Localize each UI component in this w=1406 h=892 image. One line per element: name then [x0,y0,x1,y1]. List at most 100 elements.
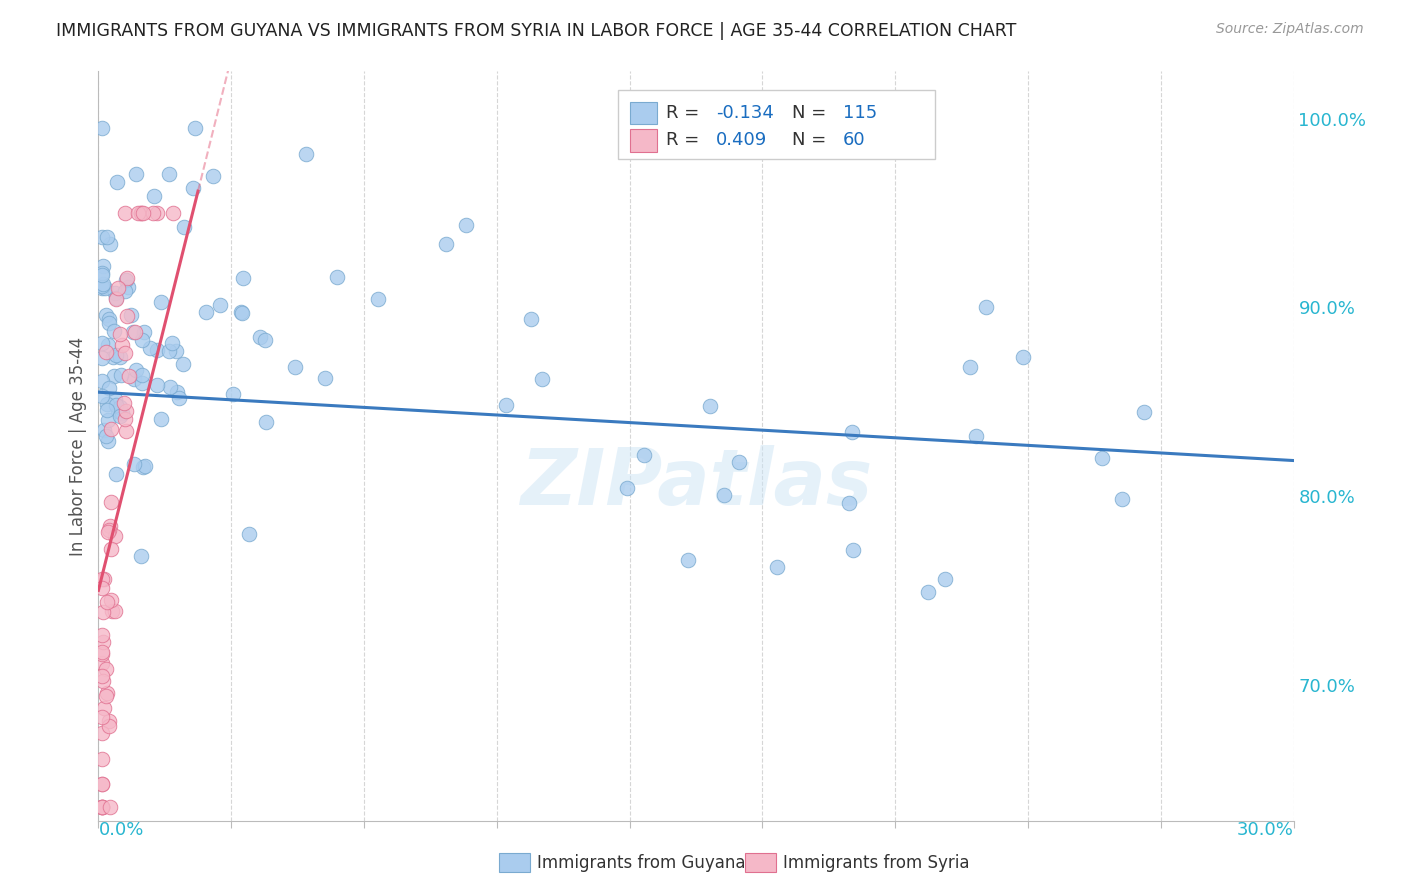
Point [91,277,114,291]
Text: R =: R = [666,131,704,150]
Point [93,572,115,586]
Point [314,370,336,384]
Text: N =: N = [792,103,831,122]
Point [98,236,121,251]
Point [103,368,125,383]
Point [100,541,122,556]
Point [91,800,114,814]
Text: Immigrants from Syria: Immigrants from Syria [783,854,970,871]
Text: Source: ZipAtlas.com: Source: ZipAtlas.com [1216,22,1364,37]
Point [115,272,138,286]
Text: Immigrants from Guyana: Immigrants from Guyana [537,854,745,871]
Point [91,673,114,688]
Point [110,368,132,383]
Point [456,218,478,232]
Point [1090,450,1112,465]
Point [122,457,145,471]
Point [149,295,172,310]
Point [104,529,127,543]
Point [105,175,128,189]
Point [97,524,120,539]
Point [104,392,127,407]
Point [125,167,148,181]
Point [105,292,128,306]
Point [195,305,218,319]
Point [166,384,188,399]
Text: ZIPatlas: ZIPatlas [520,445,872,522]
Point [97,434,120,449]
Point [91,800,114,814]
Point [1111,491,1133,506]
Point [107,281,129,295]
Point [97,381,120,395]
Point [91,259,114,273]
Point [98,312,121,326]
Point [104,604,127,618]
Point [159,380,181,394]
Point [120,308,142,322]
Point [676,553,699,567]
Point [114,284,136,298]
Point [98,316,121,330]
Point [91,120,114,135]
Point [841,425,863,439]
Point [221,386,243,401]
Point [254,334,277,348]
Point [434,237,457,252]
Point [114,345,136,359]
Text: R =: R = [666,103,704,122]
Point [91,800,114,814]
Point [132,206,155,220]
Point [202,169,225,183]
Point [766,559,789,574]
Point [129,206,152,220]
Point [91,635,114,649]
FancyBboxPatch shape [630,102,657,124]
Point [91,230,114,244]
Text: 0.409: 0.409 [716,131,768,150]
Point [520,312,543,326]
Point [727,455,749,469]
Point [91,351,114,365]
Point [150,411,173,425]
Point [98,800,121,814]
Point [157,167,180,181]
Point [97,413,120,427]
Point [91,278,114,293]
Point [114,206,136,220]
Point [110,409,132,424]
Point [495,398,517,412]
Point [91,777,114,791]
Point [104,347,127,361]
Point [94,429,117,443]
Point [917,584,939,599]
Point [115,404,138,418]
Point [122,372,145,386]
Text: 30.0%: 30.0% [1237,821,1294,838]
Point [91,800,114,814]
Point [101,350,124,364]
Point [100,495,122,509]
Point [91,605,114,619]
Point [699,399,721,413]
Point [959,360,981,375]
Point [633,449,655,463]
Point [284,359,307,374]
Text: 60: 60 [844,131,866,150]
Point [974,300,997,314]
Point [94,690,117,704]
Point [934,572,956,586]
Point [96,397,118,411]
Point [146,378,169,392]
Point [94,662,117,676]
Point [117,271,139,285]
Point [183,181,205,195]
Point [91,268,114,282]
Point [129,206,152,220]
Point [91,572,114,586]
Point [162,206,184,220]
Point [139,341,162,355]
Point [125,363,148,377]
Point [97,524,120,538]
Point [209,297,232,311]
